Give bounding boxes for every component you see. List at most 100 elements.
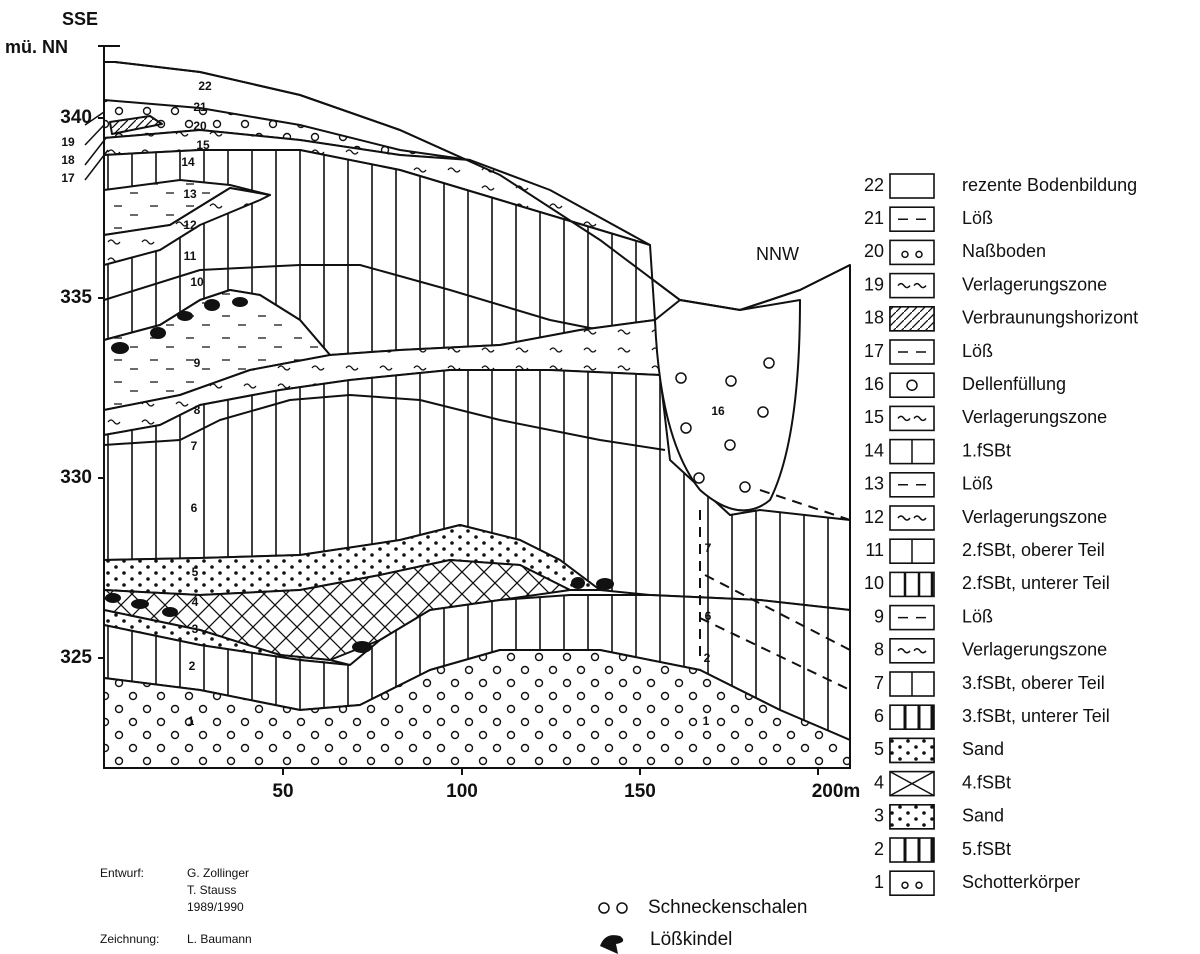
section-label: 2 [189,659,196,673]
legend-label: Löß [962,606,993,626]
section-label: 5 [192,565,199,579]
section-label: 6 [705,609,712,623]
legend-number: 15 [864,407,884,427]
legend-label: Verlagerungszone [962,640,1107,660]
legend-label: 4.fSBt [962,772,1011,792]
legend-label: 2.fSBt, oberer Teil [962,540,1105,560]
legend-label: Löß [962,341,993,361]
section-label: 21 [193,100,207,114]
credit-author: T. Stauss [187,883,236,897]
legend-label: Löß [962,208,993,228]
x-axis-label: 200m [812,781,861,802]
credit-author: L. Baumann [187,932,252,946]
legend-number: 11 [865,540,884,560]
credit-label: Entwurf: [100,866,144,880]
swatch-pattern [890,307,934,331]
legend-number: 7 [874,673,884,693]
swatch-pattern [890,805,934,829]
legend-label: Verlagerungszone [962,407,1107,427]
legend-swatch [890,207,934,231]
legend-swatch [890,406,934,430]
legend-number: 17 [864,341,884,361]
legend-swatch [890,639,934,663]
section-label: 14 [181,155,195,169]
section-label: 9 [194,356,201,370]
legend-swatch [890,705,934,729]
x-axis-label: 50 [272,781,293,802]
section-label: 7 [191,439,198,453]
legend-number: 20 [864,241,884,261]
legend-number: 1 [874,872,884,892]
legend-swatch [890,506,934,530]
legend-label: Verlagerungszone [962,274,1107,294]
legend-swatch [890,572,934,596]
section-label: 12 [183,218,197,232]
elevation-unit: mü. NN [5,37,68,57]
legend-number: 21 [864,208,884,228]
y-axis-label: 340 [60,107,92,128]
y-axis-label: 325 [60,647,92,668]
section-label: 13 [183,187,197,201]
legend-swatch [890,606,934,630]
symbol-label: Lößkindel [650,929,732,950]
legend-number: 5 [874,739,884,759]
legend-label: Verbraunungshorizont [962,308,1138,328]
legend-number: 12 [864,507,884,527]
layers [104,62,850,768]
legend-number: 18 [864,308,884,328]
section-label: 2 [704,651,711,665]
section-label: 16 [711,404,725,418]
legend-swatch [890,240,934,264]
credit-author: G. Zollinger [187,866,249,880]
section-label: 19 [61,135,75,149]
geological-section: SSE mü. NN NNW 340 335 330 325 50 100 15… [0,0,1200,954]
legend-number: 2 [874,839,884,859]
legend-number: 3 [874,806,884,826]
legend-number: 13 [864,474,884,494]
section-label: 1 [703,714,710,728]
legend-label: 3.fSBt, oberer Teil [962,673,1105,693]
section-label: 18 [61,153,75,167]
legend-number: 19 [864,274,884,294]
legend-swatch [890,274,934,298]
y-axis-label: 330 [60,467,92,488]
swatch-pattern [890,738,934,762]
legend-label: Löß [962,474,993,494]
section-label: 22 [198,79,212,93]
legend-swatch [890,473,934,497]
legend-number: 16 [864,374,884,394]
legend-number: 8 [874,640,884,660]
legend-swatch [890,838,934,862]
legend-label: 5.fSBt [962,839,1011,859]
direction-left: SSE [62,9,98,29]
legend-swatch [890,871,934,895]
legend-swatch [890,174,934,198]
legend-swatch [890,373,934,397]
section-label: 4 [192,595,199,609]
legend-label: Sand [962,739,1004,759]
section-label: 17 [61,171,75,185]
section-label: 8 [194,403,201,417]
legend-label: 1.fSBt [962,440,1011,460]
legend-number: 22 [864,175,884,195]
credit-date: 1989/1990 [187,900,244,914]
x-axis-label: 150 [624,781,656,802]
section-label: 20 [193,119,207,133]
legend-label: Sand [962,806,1004,826]
legend-label: rezente Bodenbildung [962,175,1137,195]
legend-number: 6 [874,706,884,726]
legend-label: Schotterkörper [962,872,1080,892]
symbol-label: Schneckenschalen [648,897,808,918]
direction-right: NNW [756,244,799,264]
legend-number: 14 [864,440,884,460]
credit-label: Zeichnung: [100,932,159,946]
legend-label: Verlagerungszone [962,507,1107,527]
legend-label: Naßboden [962,241,1046,261]
legend-number: 10 [864,573,884,593]
legend-number: 4 [874,772,884,792]
section-label: 1 [188,714,195,728]
nodule-symbol [600,935,623,954]
legend-label: Dellenfüllung [962,374,1066,394]
section-label: 15 [196,138,210,152]
